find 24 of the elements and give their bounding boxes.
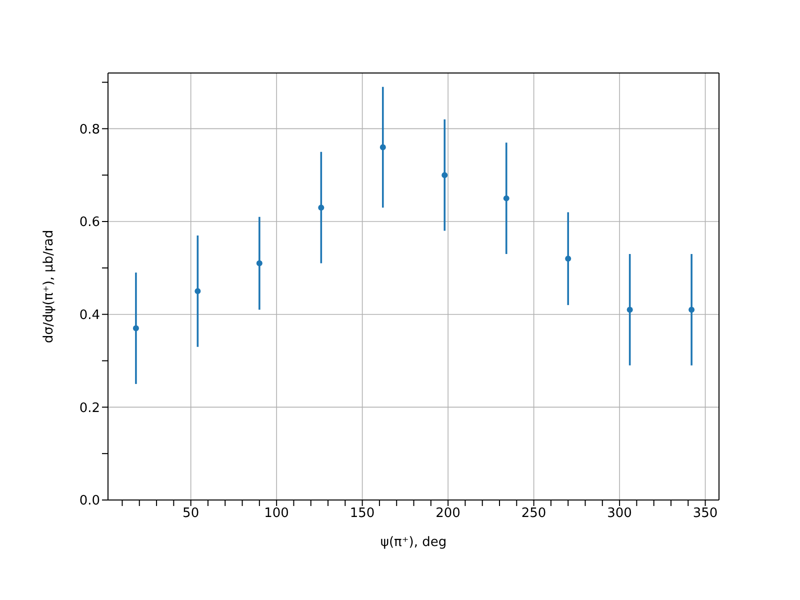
point	[380, 144, 386, 150]
point	[503, 195, 510, 202]
y-tick-label: 0.2	[79, 400, 100, 416]
point	[565, 256, 572, 262]
point	[442, 172, 448, 178]
y-tick-label: 0.6	[79, 215, 100, 230]
y-tick-label: 0.0	[79, 494, 100, 509]
y-tick-label: 0.8	[79, 122, 100, 138]
point	[626, 306, 633, 313]
point	[318, 204, 324, 211]
x-axis-title: ψ(π⁺), deg	[380, 535, 447, 550]
x-tick-label: 50	[182, 506, 200, 522]
y-tick-label: 0.4	[79, 308, 100, 323]
point	[256, 260, 262, 266]
point	[688, 306, 695, 313]
x-tick-label: 100	[264, 506, 289, 522]
x-tick-label: 200	[436, 506, 460, 522]
x-tick-label: 150	[350, 506, 375, 522]
x-tick-label: 300	[607, 506, 632, 522]
point	[132, 325, 139, 332]
x-tick-label: 250	[521, 506, 546, 522]
x-tick-label: 350	[692, 506, 718, 522]
point	[194, 288, 201, 294]
y-axis-title: dσ/dψ(π⁺), μb/rad	[42, 230, 57, 344]
